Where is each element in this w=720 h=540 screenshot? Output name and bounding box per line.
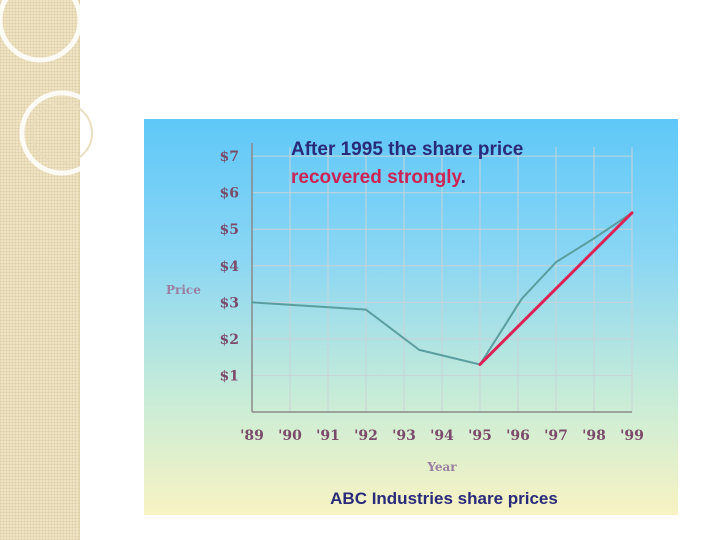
x-tick-label: '95 [468,428,492,444]
svg-text:recovered strongly.: recovered strongly. [291,167,466,188]
share-price-chart: $1$2$3$4$5$6$7 '89'90'91'92'93'94'95'96 '… [166,139,644,508]
y-axis-label: Price [166,283,201,297]
grid-lines [251,147,633,412]
x-tick-label: '93 [392,428,416,444]
chart-title-line1: After 1995 the share price [291,139,523,160]
x-tick-label: '92 [354,428,378,444]
x-tick-label: '98 [582,428,606,444]
y-tick-label: $6 [220,186,239,202]
chart-title-line2-accent: recovered strongly [291,167,462,188]
y-tick-label: $5 [220,222,239,238]
y-tick-label: $3 [220,295,239,311]
y-tick-labels: $1 $2 $3 $4 $5 $6 $7 [220,149,240,384]
axes [251,143,632,413]
series-line-trend [478,211,634,366]
series-line-share-price [251,211,633,366]
chart-title-dot: . [461,167,466,188]
series-lines [251,211,634,366]
x-tick-label: '99 [620,428,644,444]
x-tick-label: '97 [544,428,568,444]
y-tick-label: $2 [220,332,239,348]
x-tick-labels: '89 '90 '91 '92 '93 '94 '95 '96 '97 '98 '99 [240,428,644,444]
x-tick-label: '91 [316,428,340,444]
decorative-side-strip [0,0,80,540]
x-tick-label: '94 [430,428,454,444]
y-tick-label: $4 [220,259,240,275]
x-tick-label: '89 [240,428,264,444]
x-tick-label: '96 [506,428,530,444]
chart-panel: $1 $2 $3 $4 $5 $6 $7 '89'90'91'92'93'94'95'96 '… [144,119,678,515]
chart-caption: ABC Industries share prices [330,489,558,508]
y-tick-label: $7 [220,149,239,165]
x-axis-label: Year [426,460,457,474]
x-tick-label: '90 [278,428,302,444]
y-tick-label: $1 [220,368,239,384]
